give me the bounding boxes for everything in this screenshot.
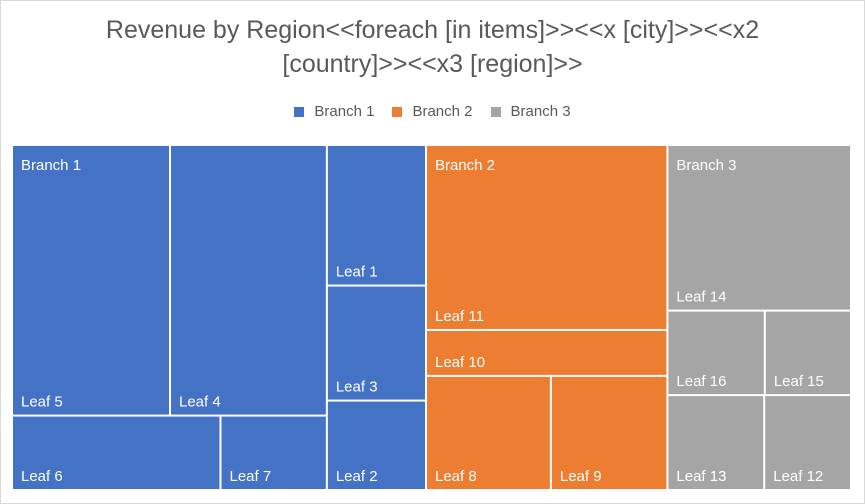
tile-rect-leaf-8	[426, 376, 550, 489]
tile-rect-leaf-5	[13, 146, 170, 415]
chart-title-line-1: Revenue by Region<<foreach [in items]>><…	[105, 16, 760, 44]
tile-rect-leaf-2	[327, 401, 425, 489]
tile-label-leaf-16: Leaf 16	[676, 373, 726, 390]
tile-leaf-8: Leaf 8	[426, 376, 550, 489]
tile-leaf-6: Leaf 6	[13, 416, 220, 489]
tile-rect-leaf-14	[668, 146, 850, 310]
tile-leaf-4: Leaf 4	[171, 146, 326, 415]
tile-label-leaf-4: Leaf 4	[179, 394, 221, 411]
legend-item-branch-3: Branch 3	[490, 102, 571, 122]
legend-label-branch-1: Branch 1	[314, 103, 375, 120]
tile-label-leaf-8: Leaf 8	[435, 468, 477, 485]
tile-leaf-10: Leaf 10	[426, 330, 667, 375]
tile-rect-leaf-7	[221, 416, 326, 489]
tile-leaf-1: Leaf 1	[327, 146, 425, 285]
tile-leaf-7: Leaf 7	[221, 416, 326, 489]
legend-swatch-branch-2	[392, 107, 403, 117]
tile-leaf-13: Leaf 13	[668, 396, 764, 489]
tile-leaf-16: Leaf 16	[668, 311, 764, 395]
tile-leaf-2: Leaf 2	[327, 401, 425, 489]
tile-rect-leaf-10	[426, 330, 667, 375]
tile-rect-leaf-3	[327, 286, 425, 400]
tile-label-leaf-5: Leaf 5	[21, 394, 63, 411]
tile-label-leaf-11: Leaf 11	[435, 308, 484, 325]
branch-label-branch-3: Branch 3	[676, 157, 736, 174]
tile-label-leaf-13: Leaf 13	[676, 468, 726, 485]
tile-leaf-15: Leaf 15	[765, 311, 850, 395]
chart-legend: Branch 1 Branch 2 Branch 3	[1, 102, 864, 122]
tile-leaf-11: Leaf 11 Branch 2	[426, 146, 667, 329]
legend-item-branch-2: Branch 2	[392, 102, 473, 122]
legend-label-branch-3: Branch 3	[510, 103, 571, 120]
tile-label-leaf-3: Leaf 3	[336, 379, 378, 396]
tile-rect-leaf-9	[551, 376, 667, 489]
tile-label-leaf-14: Leaf 14	[676, 289, 726, 306]
tile-label-leaf-7: Leaf 7	[229, 468, 271, 485]
tile-rect-leaf-12	[765, 396, 850, 489]
legend-swatch-branch-1	[294, 107, 305, 117]
tile-leaf-9: Leaf 9	[551, 376, 667, 489]
tile-label-leaf-6: Leaf 6	[21, 468, 63, 485]
branch-label-branch-1: Branch 1	[21, 157, 81, 174]
tile-rect-leaf-11	[426, 146, 667, 329]
tile-label-leaf-15: Leaf 15	[774, 373, 824, 390]
tile-label-leaf-1: Leaf 1	[336, 264, 378, 281]
tile-label-leaf-9: Leaf 9	[560, 468, 602, 485]
tile-label-leaf-12: Leaf 12	[773, 468, 823, 485]
tile-leaf-12: Leaf 12	[765, 396, 850, 489]
tile-rect-leaf-13	[668, 396, 764, 489]
tile-rect-leaf-6	[13, 416, 220, 489]
chart-title: Revenue by Region<<foreach [in items]>><…	[1, 13, 864, 81]
legend-item-branch-1: Branch 1	[294, 102, 374, 122]
branch-label-branch-2: Branch 2	[435, 157, 495, 174]
tile-rect-leaf-1	[327, 146, 425, 285]
tile-rect-leaf-4	[171, 146, 326, 415]
chart-title-line-2: [country]>><<x3 [region]>>	[282, 50, 583, 78]
legend-label-branch-2: Branch 2	[412, 103, 473, 120]
tile-rect-leaf-15	[765, 311, 850, 395]
tile-leaf-5: Leaf 5 Branch 1	[13, 146, 170, 415]
tile-leaf-3: Leaf 3	[327, 286, 425, 400]
legend-swatch-branch-3	[490, 107, 501, 117]
tile-leaf-14: Leaf 14 Branch 3	[668, 146, 850, 310]
tile-label-leaf-10: Leaf 10	[435, 354, 485, 371]
tile-rect-leaf-16	[668, 311, 764, 395]
tile-label-leaf-2: Leaf 2	[336, 468, 378, 485]
